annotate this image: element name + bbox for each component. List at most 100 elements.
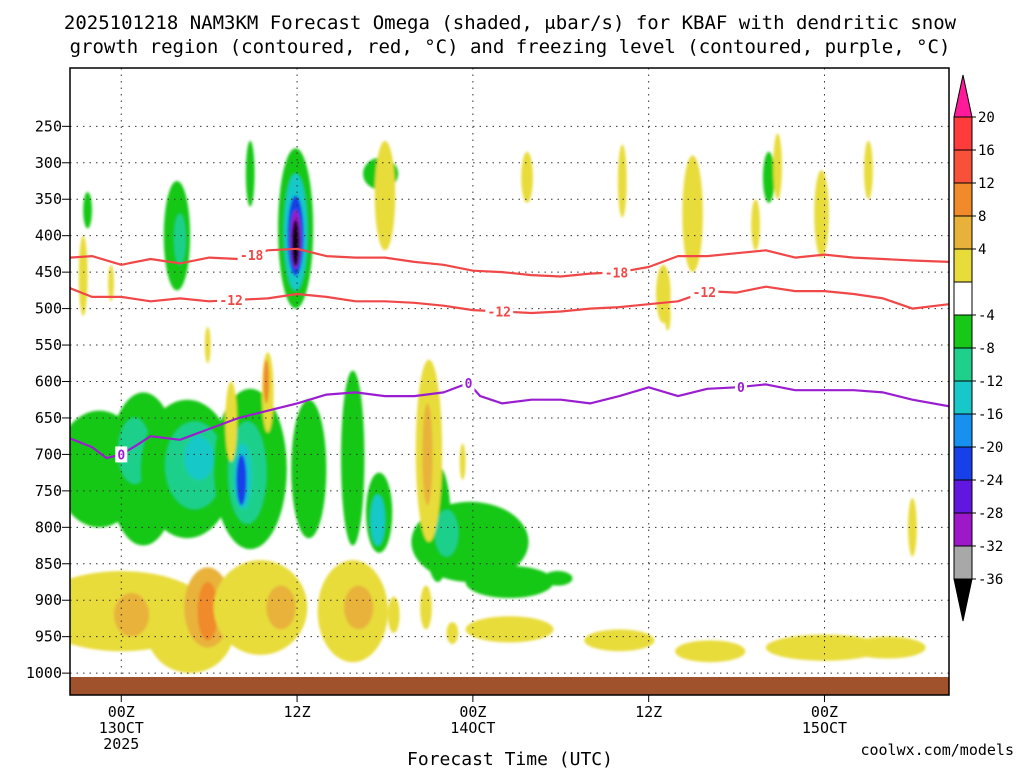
contour-label: -12 [488,305,511,320]
omega-downward-region [864,140,873,200]
colorbar-tick-label: -8 [978,341,995,357]
omega-downward-region [113,592,150,637]
ground-surface-band [70,677,949,695]
contour-label: -18 [240,249,264,264]
y-tick-label: 700 [35,445,62,463]
omega-downward-region [465,616,554,643]
y-tick-label: 600 [35,373,62,391]
omega-upward-region [174,213,186,265]
colorbar-segment [953,314,973,349]
colorbar-tick-label: 20 [978,110,995,126]
colorbar-segment [953,116,973,151]
omega-upward-region [245,140,255,207]
omega-downward-region [420,585,432,630]
omega-upward-region [291,399,327,539]
omega-upward-region [291,219,300,267]
contour-label-bg [217,292,246,309]
contour-label: 0 [737,381,745,396]
x-tick-label: 13OCT [99,719,144,737]
colorbar-tick-label: -36 [978,572,1003,588]
omega-downward-region [907,498,917,557]
colorbar-bottom-arrow [953,578,973,622]
y-tick-label: 300 [35,154,62,172]
chart-title-line-2: growth region (contoured, red, °C) and f… [70,36,951,58]
colorbar-tick-label: 12 [978,176,995,192]
colorbar-top-arrow [953,74,973,118]
y-tick-label: 400 [35,227,62,245]
colorbar-segment [953,413,973,448]
y-tick-label: 550 [35,336,62,354]
x-tick-label: 00Z [108,703,135,721]
colorbar-segment [953,182,973,217]
colorbar-tick-label: 8 [978,209,986,225]
contour-label: 0 [117,448,125,463]
omega-downward-region [773,133,782,200]
dendritic-growth-contour [70,247,949,278]
y-tick-label: 250 [35,117,62,135]
x-tick-label: 00Z [811,703,838,721]
contour-label-bg [485,303,514,320]
colorbar-tick-label: -4 [978,308,995,324]
omega-downward-region [387,596,400,634]
omega-upward-region [370,494,385,546]
omega-downward-region [78,235,88,316]
omega-downward-region [374,140,396,251]
y-axis: 250 300 350 400 450 500 550 600 650 700 750 800 850 9… [26,117,70,682]
omega-downward-region [675,640,746,663]
y-tick-label: 750 [35,482,62,500]
y-tick-label: 650 [35,409,62,427]
y-tick-label: 1000 [26,664,62,682]
y-tick-label: 900 [35,591,62,609]
contour-layer: -18 -18 -12 -12 -12 0 0 0 [70,247,949,463]
colorbar-tick-label: -32 [978,539,1003,555]
y-tick-label: 950 [35,628,62,646]
x-tick-label: 2025 [103,735,139,753]
omega-upward-region [543,571,573,586]
omega-downward-region [108,264,114,302]
omega-downward-region [422,403,433,506]
x-tick-label: 15OCT [802,719,847,737]
omega-upward-region [184,436,214,480]
omega-downward-region [849,636,926,659]
credit-link[interactable]: coolwx.com/models [860,741,1014,759]
omega-downward-region [521,151,533,203]
x-tick-label: 14OCT [450,719,495,737]
colorbar-segment [953,248,973,283]
colorbar-segment [953,281,973,316]
contour-label: -12 [219,294,242,309]
omega-upward-region [341,370,365,546]
contour-label-bg [462,374,475,391]
colorbar-tick-label: 4 [978,242,986,258]
contour-label: -12 [693,286,716,301]
colorbar-tick-label: -28 [978,506,1003,522]
omega-upward-region [465,565,554,599]
y-tick-label: 500 [35,300,62,318]
colorbar-tick-label: -12 [978,374,1003,390]
contour-label-bg [734,378,747,395]
chart-title-line-1: 2025101218 NAM3KM Forecast Omega (shaded… [64,12,957,34]
omega-downward-region [814,170,829,258]
contour-label-bg [237,247,266,264]
omega-downward-region [197,581,218,641]
colorbar-segment [953,347,973,382]
contour-label: -18 [605,266,629,281]
colorbar-segment [953,380,973,415]
omega-downward-region [664,301,671,331]
contour-label-bg [602,264,631,281]
contour-label: 0 [465,377,473,392]
omega-upward-region [762,151,775,203]
omega-downward-region [446,622,459,644]
omega-downward-region [266,585,296,630]
omega-downward-region [751,199,761,251]
plot-area: -18 -18 -12 -12 -12 0 0 0 [69,67,950,696]
omega-downward-region [682,155,703,273]
omega-downward-region [617,144,627,218]
x-tick-label: 12Z [635,703,662,721]
omega-shading-layer [70,133,926,674]
omega-downward-region [343,585,374,630]
y-tick-label: 800 [35,518,62,536]
contour-label-bg [690,284,719,301]
colorbar-tick-label: 16 [978,143,995,159]
